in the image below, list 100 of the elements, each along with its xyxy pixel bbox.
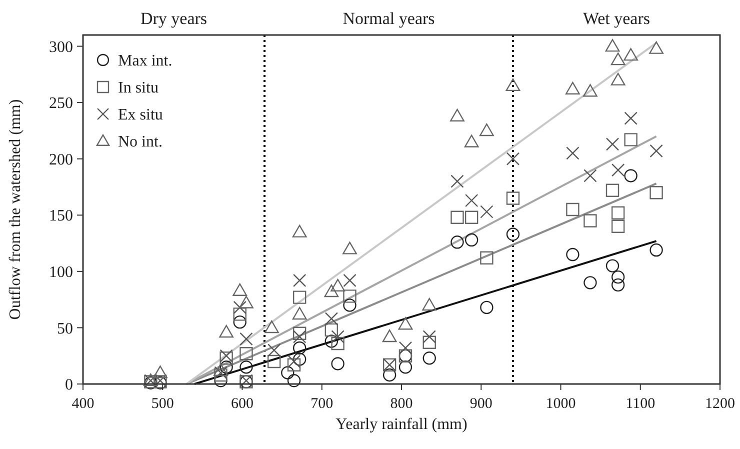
point (506, 78, 520, 92)
y-tick-label: 0 (65, 376, 73, 394)
point (624, 112, 638, 125)
x-tick-label: 1200 (705, 396, 735, 412)
point (292, 341, 306, 355)
point (584, 214, 597, 228)
x-tick-label: 1100 (626, 396, 656, 412)
point (292, 274, 306, 288)
point (464, 210, 478, 224)
point (239, 296, 254, 308)
point (650, 186, 663, 200)
point (268, 344, 281, 357)
point (240, 332, 253, 346)
y-tick-label: 100 (49, 264, 73, 282)
point (422, 298, 437, 311)
point (480, 251, 494, 265)
y-tick-label: 200 (49, 151, 73, 168)
x-tick-label: 500 (151, 396, 174, 412)
point (264, 320, 279, 334)
point (268, 354, 281, 368)
y-axis-title: Outflow from the watershed (mm) (7, 99, 24, 320)
legend-label: In situ (118, 80, 158, 97)
point (233, 300, 246, 314)
point (624, 133, 638, 146)
y-tick-label: 150 (49, 208, 73, 225)
point (566, 146, 580, 160)
point (422, 330, 436, 344)
point (331, 357, 344, 370)
point (583, 84, 598, 97)
point (343, 298, 356, 312)
y-tick-label: 250 (49, 95, 73, 112)
point (214, 368, 228, 382)
point (464, 233, 478, 246)
x-axis-title: Yearly rainfall (mm) (336, 416, 468, 433)
point (220, 349, 233, 362)
point (422, 336, 436, 349)
x-tick-label: 700 (310, 396, 334, 412)
point (214, 363, 228, 376)
point (331, 330, 344, 344)
point (233, 315, 246, 329)
point (324, 284, 339, 298)
text: Wet years (582, 9, 650, 28)
point (292, 330, 306, 344)
point (422, 352, 436, 365)
point (610, 52, 626, 66)
point (566, 248, 580, 262)
point (219, 325, 234, 338)
x-tick-label: 600 (231, 396, 254, 412)
point (287, 374, 301, 388)
point (240, 360, 253, 374)
legend-label: Max int. (118, 52, 172, 70)
y-tick-label: 300 (49, 38, 73, 56)
point (330, 278, 345, 292)
point (624, 48, 638, 61)
point (232, 283, 248, 296)
legend-label: No int. (118, 134, 162, 151)
point (292, 307, 307, 320)
point (153, 366, 168, 378)
point (506, 228, 520, 241)
point (611, 163, 625, 177)
point (292, 326, 306, 340)
point (584, 276, 597, 290)
point (343, 290, 356, 303)
point (649, 41, 664, 54)
text: Dry years (140, 9, 208, 28)
text: Normal years (342, 9, 435, 28)
point (506, 152, 520, 166)
point (382, 330, 397, 342)
point (214, 366, 228, 380)
point (450, 108, 464, 122)
point (220, 352, 233, 365)
point (566, 202, 580, 216)
point (292, 224, 307, 238)
point (398, 360, 412, 374)
point (233, 308, 246, 321)
point (398, 317, 413, 330)
point (343, 274, 356, 288)
point (464, 194, 478, 208)
point (606, 184, 620, 197)
point (606, 138, 620, 151)
point (342, 242, 357, 254)
point (650, 144, 663, 158)
point (240, 347, 253, 360)
point (324, 312, 338, 326)
point (565, 82, 580, 94)
point (382, 368, 396, 382)
point (584, 169, 597, 182)
x-tick-label: 900 (470, 396, 492, 412)
point (292, 290, 306, 304)
x-tick-label: 800 (390, 396, 413, 412)
point (287, 354, 301, 368)
point (480, 205, 494, 218)
x-tick-label: 400 (72, 396, 94, 412)
point (611, 220, 625, 233)
point (605, 39, 620, 52)
point (650, 243, 663, 257)
point (480, 300, 494, 314)
point (610, 72, 626, 86)
point (464, 134, 479, 148)
point (324, 334, 338, 348)
